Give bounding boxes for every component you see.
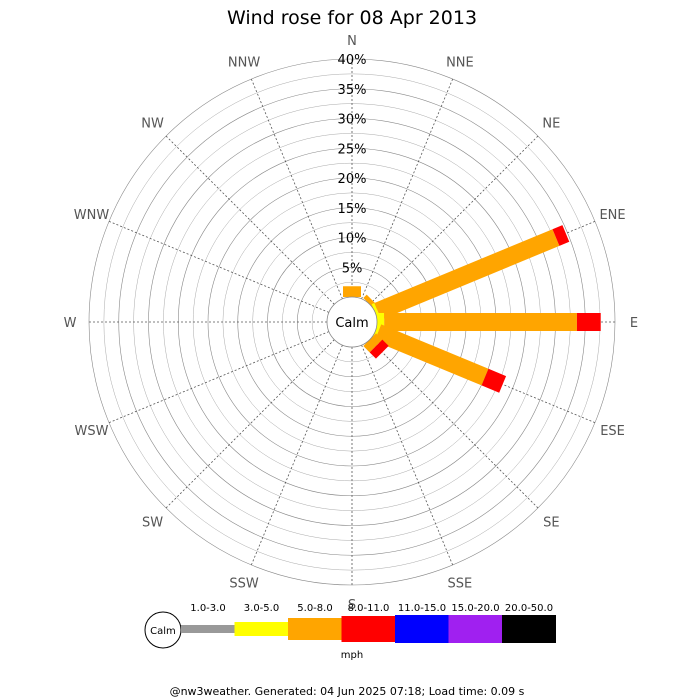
direction-label-NNE: NNE — [446, 55, 474, 70]
bar-ESE-8.0-11.0 — [481, 368, 507, 393]
calm-ring — [326, 296, 378, 348]
legend-swatch-8.0-11.0 — [341, 616, 396, 642]
direction-label-S: S — [348, 598, 356, 613]
legend-calm-label: Calm — [150, 626, 176, 637]
direction-label-SSW: SSW — [229, 577, 259, 592]
radial-tick-35: 35% — [338, 83, 367, 98]
footer-text: @nw3weather. Generated: 04 Jun 2025 07:1… — [170, 685, 525, 698]
radial-tick-30: 30% — [338, 113, 367, 128]
bar-ENE-5.0-8.0 — [374, 229, 560, 320]
legend-label-1.0-3.0: 1.0-3.0 — [190, 603, 225, 614]
legend-units: mph — [341, 650, 363, 661]
chart-title: Wind rose for 08 Apr 2013 — [227, 7, 477, 29]
direction-label-ESE: ESE — [600, 424, 625, 439]
direction-label-NW: NW — [141, 117, 164, 132]
bar-E-8.0-11.0 — [576, 313, 601, 331]
calm-label: Calm — [335, 316, 368, 331]
bar-ESE-5.0-8.0 — [374, 324, 489, 386]
bar-ENE-8.0-11.0 — [552, 225, 570, 246]
direction-label-SSE: SSE — [448, 577, 473, 592]
calm-circle: Calm — [326, 296, 378, 348]
legend-label-3.0-5.0: 3.0-5.0 — [244, 603, 279, 614]
legend-swatch-5.0-8.0 — [288, 618, 342, 640]
legend-label-15.0-20.0: 15.0-20.0 — [451, 603, 499, 614]
bar-SE-5.0-8.0 — [363, 333, 383, 353]
direction-label-WNW: WNW — [74, 208, 110, 223]
radial-tick-5: 5% — [342, 261, 363, 276]
radial-tick-40: 40% — [338, 53, 367, 68]
bar-E-5.0-8.0 — [384, 313, 577, 331]
legend-swatch-11.0-15.0 — [395, 615, 449, 643]
wind-bars — [343, 225, 601, 393]
radial-tick-10: 10% — [338, 232, 367, 247]
direction-label-W: W — [64, 316, 77, 331]
legend-swatch-20.0-50.0 — [502, 615, 556, 643]
direction-labels: N NNE NE ENE E ESE SE SSE S SSW SW WSW W WNW NW NNW — [64, 34, 639, 613]
direction-label-WSW: WSW — [74, 424, 108, 439]
direction-label-NE: NE — [542, 117, 560, 132]
legend-swatch-3.0-5.0 — [234, 622, 289, 636]
legend-swatch-1.0-3.0 — [181, 625, 235, 633]
legend-label-8.0-11.0: 8.0-11.0 — [348, 603, 390, 614]
radial-tick-25: 25% — [338, 142, 367, 157]
bar-N-5.0-8.0 — [343, 286, 361, 297]
direction-label-SW: SW — [142, 515, 163, 530]
direction-label-N: N — [347, 34, 357, 49]
radial-tick-labels: 5% 10% 15% 20% 25% 30% 35% 40% — [338, 53, 367, 276]
bar-SE-8.0-11.0 — [369, 339, 389, 359]
radial-tick-20: 20% — [338, 172, 367, 187]
direction-label-SE: SE — [543, 515, 559, 530]
legend-swatch-15.0-20.0 — [448, 615, 503, 643]
radial-tick-15: 15% — [338, 202, 367, 217]
direction-label-E: E — [630, 316, 638, 331]
legend-label-5.0-8.0: 5.0-8.0 — [297, 603, 332, 614]
direction-label-NNW: NNW — [228, 55, 260, 70]
direction-label-ENE: ENE — [599, 208, 625, 223]
legend: Calm mph 1.0-3.0 3.0-5.0 5.0-8.0 8.0-11.0 11… — [144, 603, 556, 661]
legend-label-20.0-50.0: 20.0-50.0 — [505, 603, 553, 614]
legend-label-11.0-15.0: 11.0-15.0 — [398, 603, 446, 614]
